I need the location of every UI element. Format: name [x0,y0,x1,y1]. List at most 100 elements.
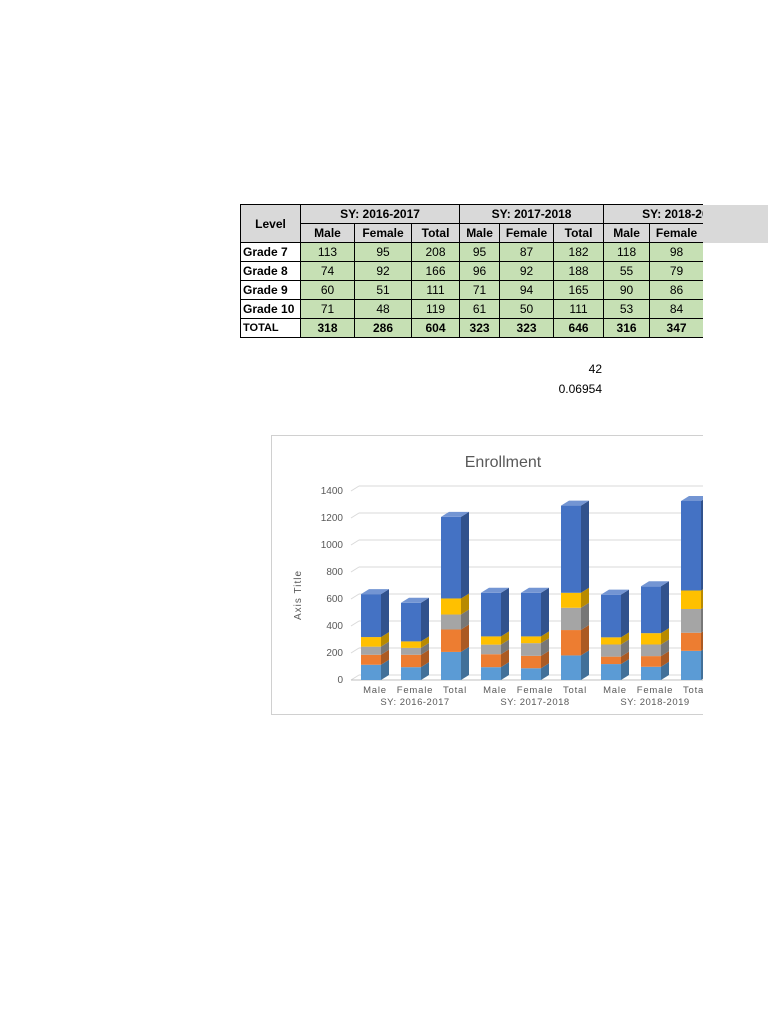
value-cell: 87 [499,242,555,262]
bar-side [381,649,389,665]
col-header: Total [410,223,461,243]
bar-side [581,587,589,608]
bar-side [541,638,549,656]
table-row: TOTAL 318 286 604 323 323 646 316 347 [240,318,703,338]
value-cell: 111 [553,299,605,319]
chart-canvas: Enrollment Axis Title 0 200 400 600 800 1000 1… [271,435,703,715]
col-header: Male [459,223,501,243]
y-axis-title: Axis Title [293,570,304,620]
bar-segment [481,636,501,645]
bar-side [581,625,589,656]
table-row: Grade 9 60 51 111 71 94 165 90 86 [240,280,703,300]
grid-line-depth [350,539,360,546]
bar-side [461,609,469,630]
bar-segment [481,654,501,668]
bar-segment [521,592,541,637]
bar-segment [481,592,501,637]
x-tick-label: Male [603,685,627,696]
bar-side [501,587,509,637]
grid-line-depth [350,566,360,573]
bar-segment [561,505,581,593]
value-cell: 79 [649,261,703,281]
value-cell: 48 [354,299,412,319]
value-cell: 92 [354,261,412,281]
bar-segment [521,636,541,644]
grid-line-depth [350,674,360,681]
bar-segment [561,607,581,631]
bar-segment [401,654,421,668]
bar-side [621,632,629,645]
x-tick-label: Total [443,685,467,696]
bar-side [541,663,549,680]
value-cell: 604 [410,318,461,338]
value-cell: 55 [603,261,651,281]
value-cell: 74 [300,261,355,281]
bar-side [701,649,703,680]
bar-side [661,628,669,645]
bar-side [541,631,549,644]
table-row: Grade 10 71 48 119 61 50 111 53 84 [240,299,703,319]
value-cell: 208 [410,242,461,262]
bar-side [461,646,469,680]
x-tick-label: Male [483,685,507,696]
bar-segment [441,516,461,599]
bar-side [501,649,509,668]
bar-side [581,650,589,680]
bar-segment [401,647,421,655]
bar-segment [601,637,621,645]
value-cell: 166 [410,261,461,281]
value-cell: 96 [459,261,501,281]
value-cell: 286 [354,318,412,338]
y-tick-label: 1400 [321,486,344,497]
x-tick-label: Female [517,685,553,696]
bar-segment [441,614,461,630]
bar-segment [601,664,621,680]
bar-side [621,639,629,657]
value-cell: 90 [603,280,651,300]
bar-top [561,500,589,506]
col-header: Male [300,223,355,243]
bar-side [541,587,549,637]
y-tick-label: 800 [326,567,343,578]
bar-segment [401,667,421,680]
y-tick-label: 400 [326,621,343,632]
group-label: SY: 2016-2017 [380,697,449,708]
bar-segment [401,641,421,648]
x-tick-label: Female [637,685,673,696]
level-cell: TOTAL [240,318,301,338]
bar-segment [481,667,501,680]
y-tick-label: 1000 [321,540,344,551]
x-tick-label: Total [683,685,703,696]
bar-segment [681,500,701,591]
bar-top [641,581,669,587]
bar-segment [441,598,461,615]
x-tick-label: Female [397,685,433,696]
bar-segment [361,637,381,647]
bar-top [401,597,429,603]
value-cell: 51 [354,280,412,300]
chart-title: Enrollment [465,454,542,471]
bar-side [381,659,389,680]
grid-line-depth [350,620,360,627]
bar-side [421,642,429,655]
bar-side [701,631,703,651]
value-cell: 118 [603,242,651,262]
value-cell: 347 [649,318,703,338]
value-cell: 646 [553,318,605,338]
bar-segment [641,644,661,657]
bar-segment [441,651,461,680]
year-header: SY: 2018-2019 [603,204,703,224]
y-tick-label: 1200 [321,513,344,524]
bar-side [581,500,589,593]
bar-top [601,589,629,595]
level-cell: Grade 7 [240,242,301,262]
level-cell: Grade 8 [240,261,301,281]
bar-side [661,639,669,657]
bar-top [481,587,509,593]
level-header: Level [240,204,301,243]
value-cell: 50 [499,299,555,319]
grid-line-depth [350,647,360,654]
value-cell: 113 [300,242,355,262]
value-cell: 323 [499,318,555,338]
bar-top [681,495,703,501]
